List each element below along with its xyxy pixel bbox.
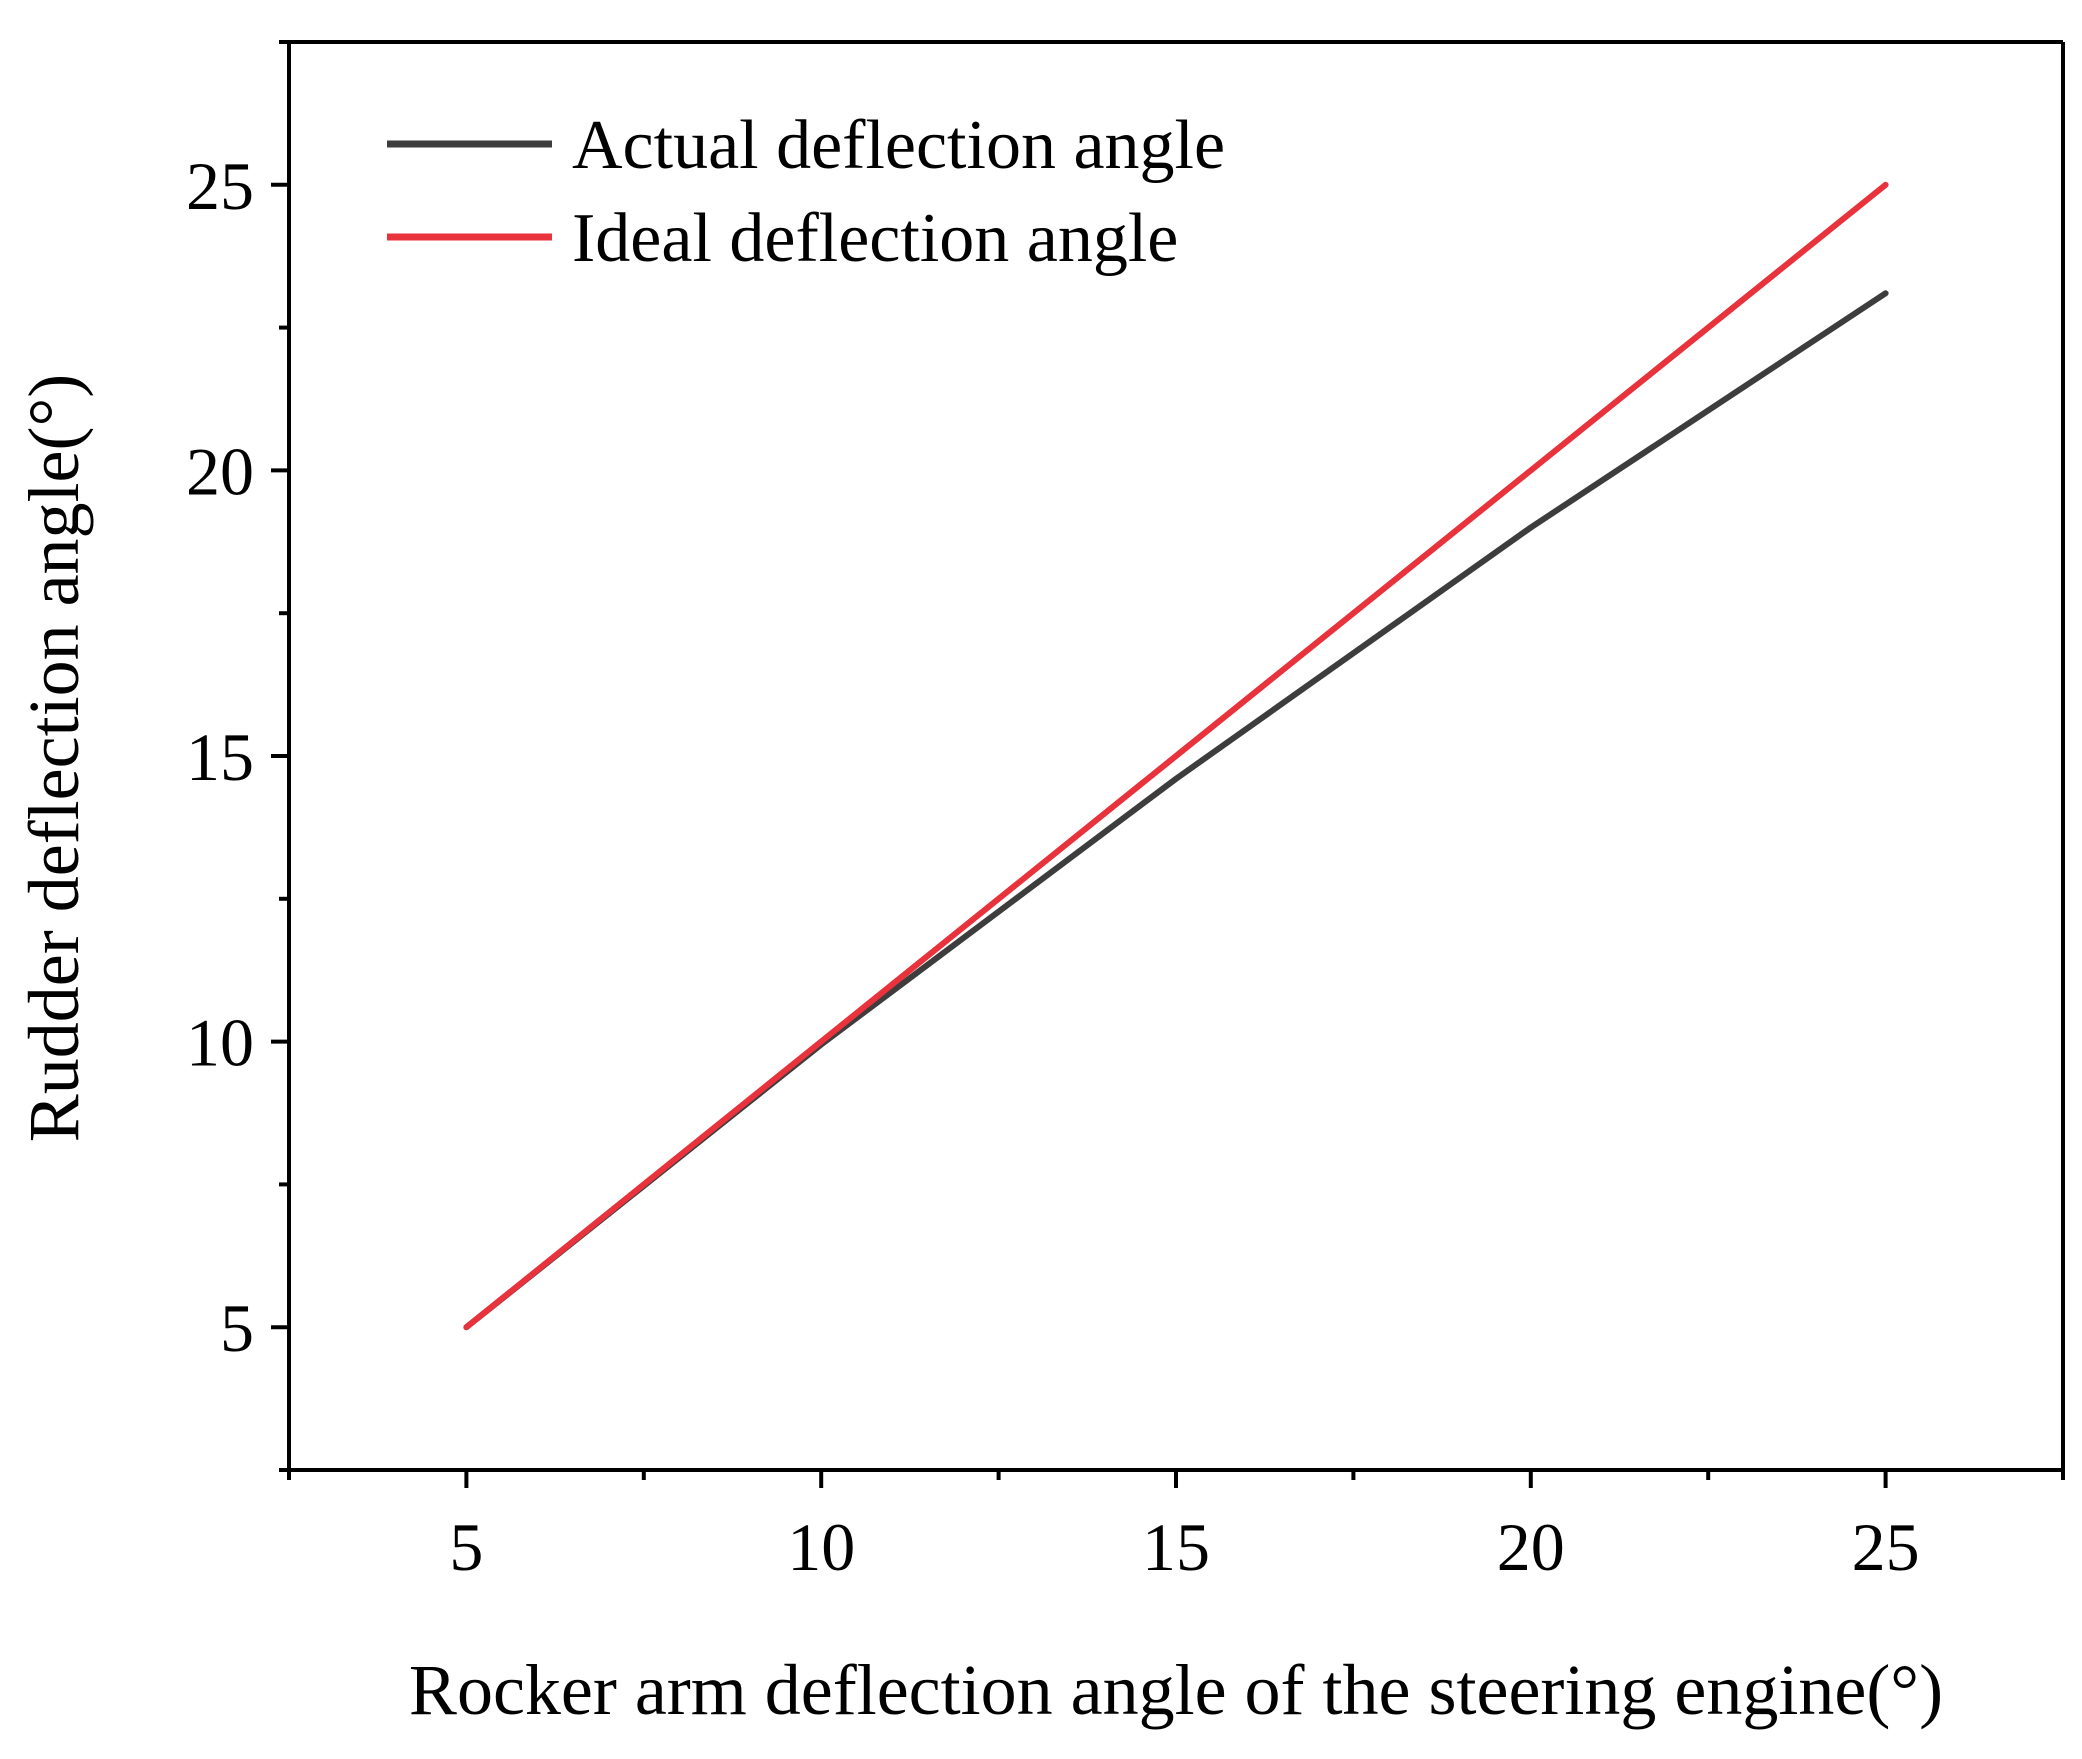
y-axis-ticks: 5 10 15 20 25	[186, 40, 289, 1472]
series-line-ideal	[463, 181, 1889, 1331]
x-tick-label: 20	[1497, 1509, 1565, 1585]
y-tick-label: 15	[186, 719, 254, 795]
y-tick-label: 20	[186, 433, 254, 509]
x-axis-ticks: 5 10 15 20 25	[287, 1470, 2065, 1585]
y-tick-label: 5	[220, 1290, 254, 1366]
x-tick-label: 25	[1852, 1509, 1920, 1585]
legend-label-ideal: Ideal deflection angle	[572, 200, 1178, 277]
x-axis-title: Rocker arm deflection angle of the steer…	[409, 1650, 1943, 1730]
x-tick-label: 5	[449, 1509, 483, 1585]
legend-label-actual: Actual deflection angle	[572, 107, 1225, 184]
y-tick-label: 10	[186, 1005, 254, 1081]
x-tick-label: 10	[787, 1509, 855, 1585]
series-layer	[463, 181, 1889, 1331]
y-tick-label: 25	[186, 148, 254, 224]
y-axis-title: Rudder deflection angle(°)	[14, 374, 94, 1142]
x-tick-label: 15	[1142, 1509, 1210, 1585]
legend: Actual deflection angle Ideal deflection…	[387, 107, 1225, 277]
series-line-actual	[463, 290, 1889, 1331]
